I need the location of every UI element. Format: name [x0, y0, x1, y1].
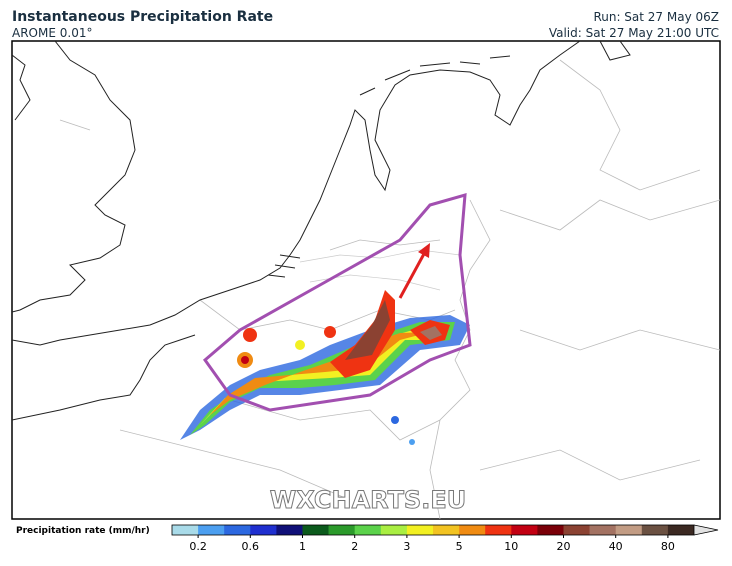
colorbar-tick-label: 1	[299, 540, 306, 553]
colorbar-outline	[171, 524, 695, 536]
title: Instantaneous Precipitation Rate	[12, 9, 273, 25]
colorbar-tick-label: 40	[609, 540, 623, 553]
colorbar-segment	[589, 525, 616, 535]
colorbar-segment	[172, 525, 199, 535]
colorbar-tick-label: 0.6	[242, 540, 260, 553]
precipitation	[180, 290, 470, 445]
colorbar-segment	[406, 525, 434, 535]
colorbar-end	[694, 525, 718, 535]
colorbar-segment	[459, 525, 486, 535]
colorbar-segment	[511, 525, 538, 535]
colorbar-tick-label: 3	[403, 540, 410, 553]
colorbar-tick-label: 20	[557, 540, 571, 553]
valid: Valid: Sat 27 May 21:00 UTC	[549, 26, 719, 40]
colorbar-tick-label: 0.2	[189, 540, 207, 553]
colorbar-tick-label: 2	[351, 540, 358, 553]
legend-label: Precipitation rate (mm/hr)	[16, 526, 150, 536]
colorbar-segment	[537, 525, 564, 535]
colorbar-segment	[563, 525, 590, 535]
map: WXCHARTS.EU	[11, 40, 721, 520]
colorbar-segment	[354, 525, 382, 535]
colorbar-segment	[667, 525, 695, 535]
colorbar-segment	[380, 525, 408, 535]
colorbar-segment	[276, 525, 303, 535]
watermark: WXCHARTS.EU	[270, 486, 466, 514]
colorbar-segment	[433, 525, 460, 535]
colorbar-segment	[302, 525, 329, 535]
colorbar-segment	[198, 525, 225, 535]
colorbar-segment	[641, 525, 669, 535]
model: AROME 0.01°	[12, 26, 92, 40]
colorbar: 0.2 0.6 1 2 3 5 10 20 40 80	[171, 524, 719, 553]
colorbar-segment	[224, 525, 251, 535]
colorbar-tick-label: 10	[504, 540, 518, 553]
colorbar-segment	[328, 525, 355, 535]
colorbar-segment	[250, 525, 277, 535]
colorbar-end-outline	[693, 524, 719, 536]
colorbar-tick-label: 80	[661, 540, 675, 553]
run: Run: Sat 27 May 06Z	[593, 10, 719, 24]
colorbar-segment	[615, 525, 643, 535]
colorbar-segment	[485, 525, 512, 535]
colorbar-tick-label: 5	[456, 540, 463, 553]
